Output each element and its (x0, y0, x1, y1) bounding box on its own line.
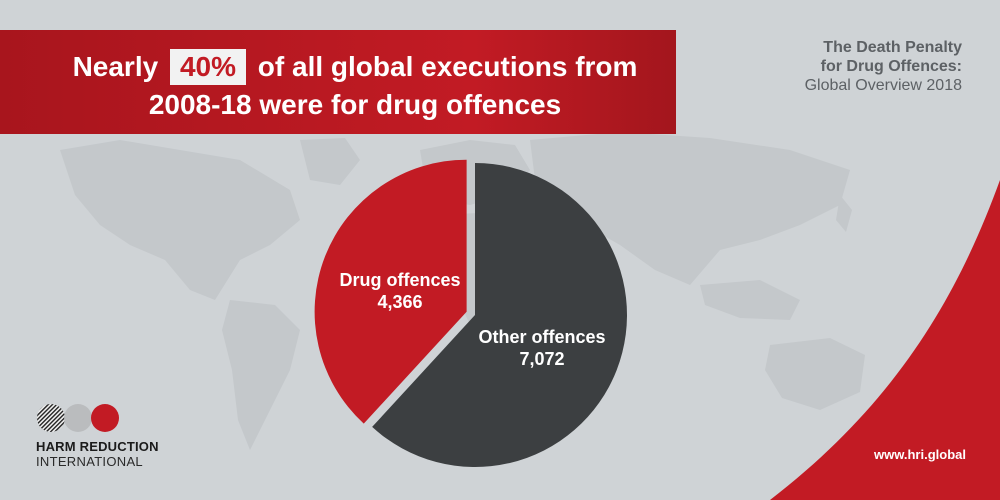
slice-label-drug-offences-name: Drug offences (339, 270, 461, 290)
map-australia (765, 338, 865, 410)
slice-label-drug-offences-value: 4,366 (377, 292, 423, 312)
map-greenland (300, 138, 360, 185)
headline-prefix: Nearly (72, 51, 159, 82)
report-title-line-3: Global Overview 2018 (804, 77, 962, 94)
logo-text-line-2: INTERNATIONAL (36, 454, 143, 469)
map-north-america (60, 140, 300, 300)
map-japan (836, 195, 852, 232)
pie-slice-drug-offences (314, 159, 467, 424)
hri-logo: HARM REDUCTION INTERNATIONAL (36, 403, 206, 469)
map-asia (530, 132, 850, 285)
overlapping-circles-icon (37, 404, 119, 432)
pie-slice-other-offences (372, 163, 627, 467)
headline-suffix: of all global executions from (257, 51, 638, 82)
slice-label-drug-offences: Drug offences 4,366 (325, 269, 475, 313)
slice-label-other-offences-name: Other offences (478, 327, 606, 347)
report-title-line-1: The Death Penalty (823, 39, 962, 56)
map-southeast-asia (700, 280, 800, 320)
headline-line-2: 2008-18 were for drug offences (148, 89, 562, 120)
headline-highlight: 40% (169, 49, 247, 85)
slice-label-other-offences-value: 7,072 (519, 349, 565, 369)
slice-label-other-offences: Other offences 7,072 (462, 326, 622, 370)
corner-swoosh-decoration (770, 180, 1000, 500)
map-south-america (222, 300, 300, 450)
report-title: The Death Penalty for Drug Offences: Glo… (805, 38, 962, 95)
website-url: www.hri.global (874, 447, 966, 462)
headline-banner: Nearly 40% of all global executions from… (0, 30, 676, 134)
pie-chart (314, 159, 627, 467)
logo-text-line-1: HARM REDUCTION (36, 439, 159, 454)
headline-line-1: Nearly 40% of all global executions from (34, 48, 676, 86)
report-title-line-2: for Drug Offences: (820, 58, 962, 75)
